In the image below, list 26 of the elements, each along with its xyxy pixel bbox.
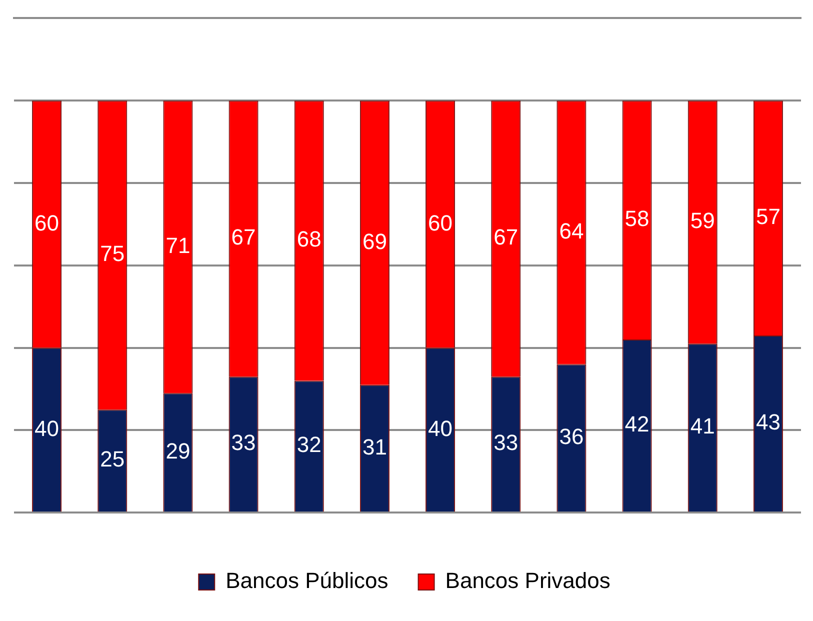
data-label: 33	[231, 430, 256, 456]
data-label: 25	[100, 446, 125, 472]
data-label: 60	[34, 210, 60, 236]
data-label: 42	[624, 412, 650, 437]
data-label: 68	[296, 226, 322, 252]
data-label: 67	[494, 224, 518, 250]
data-label: 43	[756, 410, 780, 435]
data-label: 41	[690, 414, 715, 439]
data-label: 40	[428, 416, 453, 441]
data-label: 57	[756, 204, 780, 230]
data-label: 40	[34, 416, 60, 441]
data-label: 67	[231, 224, 256, 250]
data-label: 31	[362, 434, 387, 460]
data-label: 58	[624, 206, 650, 232]
data-label: 71	[166, 232, 190, 258]
data-label: 64	[559, 218, 584, 244]
data-label: 36	[559, 424, 584, 450]
data-label: 59	[690, 208, 715, 234]
data-label: 33	[494, 430, 518, 456]
data-label: 29	[166, 438, 190, 464]
data-label: 60	[428, 210, 453, 236]
legend-label: Bancos Públicos	[226, 568, 388, 594]
data-label: 69	[362, 228, 387, 254]
data-label: 75	[100, 241, 125, 266]
data-label: 32	[296, 432, 322, 458]
legend-label: Bancos Privados	[445, 568, 610, 594]
